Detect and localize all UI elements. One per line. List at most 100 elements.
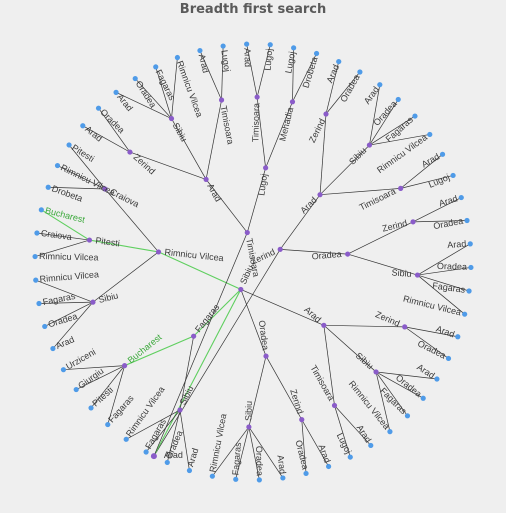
node-label: Oradea [257,320,271,351]
diagram-title: Breadth first search [179,2,327,17]
tree-node [174,54,180,61]
tree-edge [235,426,250,480]
tree-node [220,43,226,49]
tree-edge [153,232,248,457]
tree-node [238,286,244,293]
node-label: Zerind [288,388,305,415]
tree-node [291,45,297,51]
tree-edge [375,371,391,432]
node-label: Bucharest [126,332,164,366]
tree-edge [412,197,462,223]
tree-edge [280,248,348,255]
tree-edge [240,289,267,357]
tree-node [123,436,129,442]
tree-node [42,323,48,330]
tree-edge [107,365,125,425]
tree-edge [89,239,159,253]
tree-node [244,41,250,47]
node-label: Oradea [98,107,126,135]
node-label: Rimnicu Vilcea [39,251,99,262]
node-label: Oradea [433,216,464,232]
tree-edge [199,50,222,101]
tree-edge [292,53,317,102]
tree-labels: AradZerindAradZerindAradOradeaSibiuAradO… [39,48,467,476]
tree-edge [319,144,370,195]
node-label: Oradea [394,373,424,400]
tree-node [466,288,472,294]
tree-node [155,249,162,255]
tree-node [50,345,56,352]
node-label: Arad [197,53,211,74]
node-label: Arad [54,334,75,351]
node-label: Oradea [338,73,361,104]
node-label: Oradea [437,261,467,272]
tree-edge [63,365,125,371]
tree-node [203,176,209,182]
tree-edge [400,154,443,189]
tree-edge [240,289,324,326]
node-label: Fagaras [432,280,467,294]
tree-edge [404,326,458,338]
node-label: Oradea [416,338,447,360]
tree-edge [248,356,267,428]
tree-node [357,69,363,75]
tree-node [277,246,283,252]
node-label: Rimnicu Vilcea [402,294,462,318]
tree-node [317,192,323,198]
node-label: Sibiu [178,384,196,406]
tree-node [398,185,404,191]
tree-node [468,264,474,271]
tree-edge [153,289,242,457]
tree-edge [417,274,465,315]
tree-node [321,322,327,328]
tree-node [186,467,193,474]
tree-nodes [32,41,474,483]
tree-edge [404,326,449,359]
tree-node [299,417,305,423]
tree-edge [347,253,418,276]
tree-edge [325,61,340,115]
tree-node [45,184,51,190]
tree-edge [36,232,90,241]
tree-edge [44,301,94,327]
tree-node [323,111,329,117]
tree-node [462,311,468,317]
tree-node [256,477,262,483]
tree-node [90,299,96,305]
tree-edge [41,209,90,241]
tree-edge [193,289,242,337]
tree-edge [205,99,222,180]
tree-node [464,217,470,224]
tree-edge [369,84,381,146]
tree-edge [248,426,284,479]
node-label: Arad [438,193,459,208]
node-label: Timisoara [250,103,261,142]
node-label: Sibiu [243,401,253,421]
node-label: Fagaras [143,417,168,451]
tree-edge [212,426,250,477]
node-label: Rimnicu Vilcea [375,132,429,175]
node-label: Rimnicu Vilcea [164,247,224,263]
tree-edge [179,409,190,471]
tree-edge [256,97,266,168]
tree-node [80,123,86,129]
tree-edge [98,107,131,153]
node-label: Fagaras [42,291,77,307]
tree-node [105,421,111,428]
node-label: Arad [242,48,253,67]
node-label: Oradea [311,249,342,261]
tree-node [122,363,128,369]
tree-node [33,277,39,283]
tree-node [467,241,473,247]
node-label: Lugoj [219,49,232,72]
node-label: Lugoj [427,172,451,190]
tree-node [313,50,320,57]
node-label: Sibiu [391,267,412,279]
node-label: Rimnicu Vilcea [208,413,229,473]
tree-node [168,115,175,122]
tree-node [38,207,44,213]
tree-node [143,449,149,455]
tree-edge [334,405,372,446]
tree-node [73,386,79,393]
